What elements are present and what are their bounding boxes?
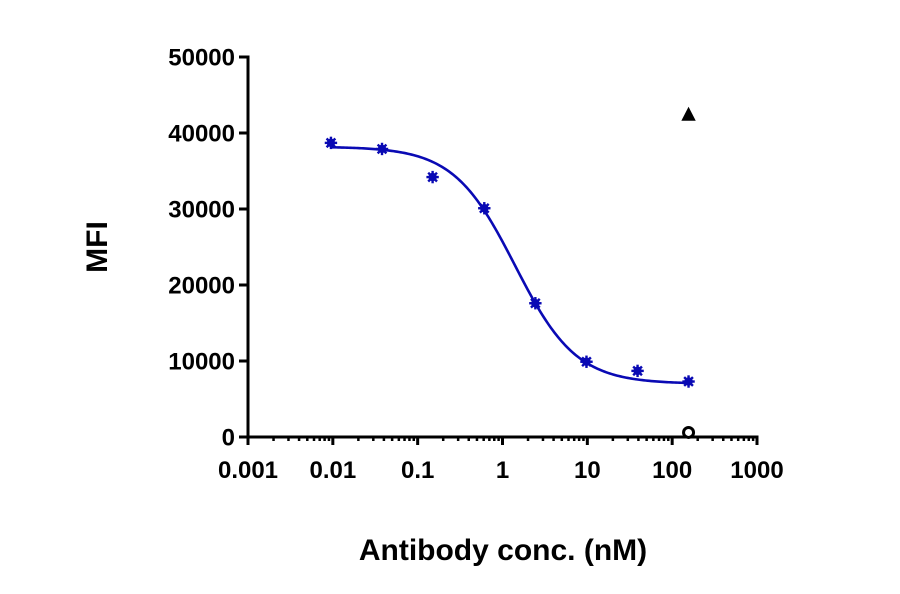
triangle-marker [681,106,696,121]
asterisk-marker [375,142,389,156]
x-axis-title: Antibody conc. (nM) [359,534,647,567]
asterisk-marker [426,170,439,184]
asterisk-marker [478,202,491,215]
x-tick-label: 0.01 [309,457,356,484]
y-tick-label: 30000 [168,197,235,224]
y-tick-label: 40000 [168,121,235,148]
x-tick-label: 0.1 [401,457,434,484]
asterisk-marker [682,375,695,388]
x-axis: 0.001 0.01 0.1 1 10 100 1000 [218,435,784,484]
x-tick-label: 1 [496,457,509,484]
fit-curve-line [330,145,689,385]
y-tick-label: 0 [222,425,235,452]
y-axis-title: MFI [81,221,114,273]
asterisk-marker [324,136,338,150]
fit-curve [330,145,689,385]
open-circle-marker [682,425,696,439]
data-points [324,106,696,439]
y-tick-label: 10000 [168,349,235,376]
asterisk-marker [580,355,593,368]
x-tick-label: 0.001 [218,457,278,484]
asterisk-marker [529,297,542,310]
x-tick-label: 100 [652,457,692,484]
y-axis: 0 10000 20000 30000 40000 50000 [168,45,250,452]
asterisk-marker [631,364,644,378]
x-tick-label: 1000 [730,457,783,484]
y-tick-label: 50000 [168,45,235,72]
y-tick-label: 20000 [168,273,235,300]
x-tick-label: 10 [574,457,601,484]
